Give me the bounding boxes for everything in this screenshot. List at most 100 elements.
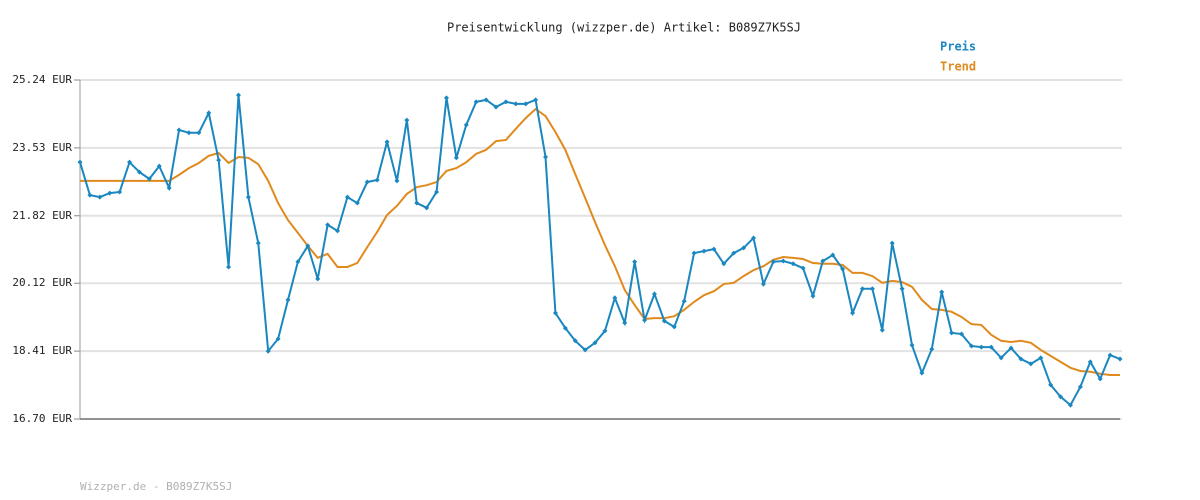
point-marker xyxy=(711,246,717,252)
point-marker xyxy=(107,190,113,196)
point-marker xyxy=(830,252,836,258)
point-marker xyxy=(751,235,757,241)
point-marker xyxy=(1038,355,1044,361)
point-marker xyxy=(245,194,251,200)
point-marker xyxy=(741,245,747,251)
point-marker xyxy=(87,192,93,198)
point-marker xyxy=(632,259,638,265)
point-marker xyxy=(325,222,331,228)
point-marker xyxy=(681,298,687,304)
chart-title: Preisentwicklung (wizzper.de) Artikel: B… xyxy=(447,21,801,35)
point-marker xyxy=(127,159,133,165)
point-marker xyxy=(473,99,479,105)
point-marker xyxy=(929,346,935,352)
point-marker xyxy=(404,117,410,123)
point-marker xyxy=(572,338,578,344)
point-marker xyxy=(255,240,261,246)
point-marker xyxy=(661,318,667,324)
point-marker xyxy=(919,370,925,376)
point-marker xyxy=(612,295,618,301)
point-marker xyxy=(879,327,885,333)
y-tick-label: 18.41 EUR xyxy=(12,344,72,357)
legend-entry: Preis xyxy=(940,40,976,54)
point-marker xyxy=(295,259,301,265)
point-marker xyxy=(97,194,103,200)
point-marker xyxy=(790,261,796,267)
point-marker xyxy=(770,259,776,265)
point-marker xyxy=(543,154,549,160)
point-marker xyxy=(780,258,786,264)
point-marker xyxy=(820,258,826,264)
point-marker xyxy=(899,286,905,292)
point-marker xyxy=(226,264,232,270)
point-marker xyxy=(1107,352,1113,358)
point-marker xyxy=(642,317,648,323)
point-marker xyxy=(691,250,697,256)
point-marker xyxy=(443,95,449,101)
point-marker xyxy=(671,324,677,330)
point-marker xyxy=(840,266,846,272)
point-marker xyxy=(414,200,420,206)
point-marker xyxy=(562,325,568,331)
point-marker xyxy=(582,347,588,353)
point-marker xyxy=(939,289,945,295)
point-marker xyxy=(651,291,657,297)
point-marker xyxy=(513,101,519,107)
point-marker xyxy=(552,310,558,316)
point-marker xyxy=(701,248,707,254)
point-marker xyxy=(1117,356,1123,362)
point-marker xyxy=(364,179,370,185)
point-marker xyxy=(810,293,816,299)
y-tick-label: 25.24 EUR xyxy=(12,73,72,86)
point-marker xyxy=(503,99,509,105)
point-marker xyxy=(463,122,469,128)
point-marker xyxy=(959,331,965,337)
point-marker xyxy=(434,189,440,195)
point-marker xyxy=(285,297,291,303)
point-marker xyxy=(978,344,984,350)
point-marker xyxy=(335,228,341,234)
point-marker xyxy=(275,336,281,342)
point-marker xyxy=(344,194,350,200)
footer: Wizzper.de - B089Z7K5SJ xyxy=(80,480,232,493)
point-marker xyxy=(176,127,182,133)
point-marker xyxy=(453,155,459,161)
point-marker xyxy=(859,286,865,292)
point-marker xyxy=(315,276,321,282)
point-marker xyxy=(117,189,123,195)
point-marker xyxy=(968,343,974,349)
point-marker xyxy=(622,320,628,326)
point-marker xyxy=(909,342,915,348)
point-marker xyxy=(523,101,529,107)
point-marker xyxy=(493,104,499,110)
point-marker xyxy=(800,265,806,271)
point-marker xyxy=(721,261,727,267)
y-tick-label: 16.70 EUR xyxy=(12,412,72,425)
point-marker xyxy=(731,250,737,256)
point-marker xyxy=(1008,345,1014,351)
point-marker xyxy=(1077,384,1083,390)
point-marker xyxy=(77,159,83,165)
point-marker xyxy=(1097,376,1103,382)
point-marker xyxy=(136,169,142,175)
series-line xyxy=(79,94,1121,407)
point-marker xyxy=(602,328,608,334)
legend-entry: Trend xyxy=(940,60,976,74)
point-marker xyxy=(869,286,875,292)
point-marker xyxy=(394,178,400,184)
point-marker xyxy=(235,92,241,98)
point-marker xyxy=(166,185,172,191)
point-marker xyxy=(850,310,856,316)
point-marker xyxy=(186,130,192,136)
point-marker xyxy=(998,355,1004,361)
point-marker xyxy=(592,340,598,346)
point-marker xyxy=(196,130,202,136)
point-marker xyxy=(760,281,766,287)
point-marker xyxy=(1048,382,1054,388)
y-tick-label: 21.82 EUR xyxy=(12,209,72,222)
point-marker xyxy=(483,97,489,103)
point-marker xyxy=(1028,361,1034,367)
point-marker xyxy=(889,240,895,246)
